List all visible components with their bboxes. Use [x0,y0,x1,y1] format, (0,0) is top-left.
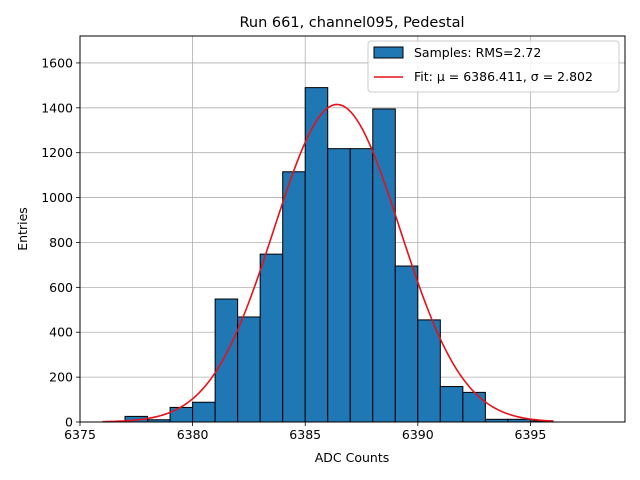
x-tick-label: 6385 [289,427,321,442]
y-tick-label: 1600 [41,55,73,70]
histogram-bar [169,406,194,423]
legend-samples-swatch [373,46,404,59]
y-tick-label: 1200 [41,145,73,160]
legend-box [367,40,620,93]
histogram-bar [192,401,216,423]
chart-title: Run 661, channel095, Pedestal [239,15,464,31]
x-axis-ticks: 6375 6380 6385 6390 6395 [64,422,546,442]
legend: Samples: RMS=2.72 Fit: μ = 6386.411, σ =… [367,40,620,93]
x-axis-label: ADC Counts [315,450,390,465]
histogram-bar [462,391,486,423]
histogram-bar [282,171,306,423]
histogram-bar [327,148,351,423]
histogram-bar [237,316,261,423]
plot-frame [79,35,626,423]
y-tick-label: 800 [49,235,73,250]
y-tick-label: 400 [49,325,73,340]
histogram-bar [259,253,284,423]
histogram-bar [417,319,441,423]
y-tick-label: 1400 [41,100,73,115]
gaussian-fit-curve [102,103,553,423]
y-tick-label: 1000 [41,190,73,205]
x-tick-label: 6395 [515,427,547,442]
histogram-bar [372,108,396,423]
x-tick-label: 6375 [64,427,96,442]
y-axis-label: Entries [15,207,30,251]
histogram-bar [304,87,329,423]
x-tick-label: 6380 [177,427,209,442]
y-axis-ticks: 0 200 400 600 800 1000 1200 1400 1600 [41,55,80,430]
y-tick-label: 600 [49,280,73,295]
histogram-bar [394,265,419,423]
histogram-bars [124,87,554,423]
legend-fit-label: Fit: μ = 6386.411, σ = 2.802 [414,69,593,84]
y-tick-label: 200 [49,370,73,385]
histogram-bar [439,386,464,423]
histogram-bar [349,148,374,423]
x-tick-label: 6390 [402,427,434,442]
y-tick-label: 0 [65,415,73,430]
legend-samples-label: Samples: RMS=2.72 [414,45,541,60]
histogram-bar [214,298,239,423]
